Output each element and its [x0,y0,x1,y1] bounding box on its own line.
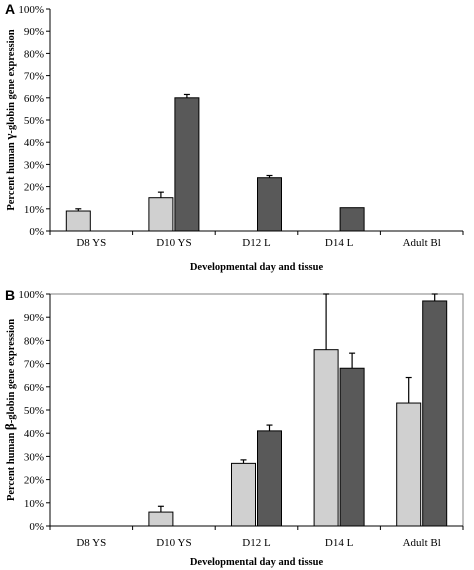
panel-label: A [5,1,15,17]
y-tick-label: 20% [24,475,44,487]
x-tick-label: D8 YS [76,537,106,549]
y-tick-label: 30% [24,451,44,463]
y-tick-label: 100% [18,4,44,16]
bar [339,367,365,527]
y-axis-title: Percent human γ-globin gene expression [2,29,17,210]
y-axis-title: Percent human β-globin gene expression [2,319,17,501]
x-tick-label: D10 YS [156,237,191,249]
y-tick-label: 70% [24,359,44,371]
bar [313,349,339,527]
y-tick-label: 90% [24,312,44,324]
y-axis-title-part: β [2,423,17,430]
x-tick-label: D10 YS [156,537,191,549]
bar [148,197,174,232]
bar [148,511,174,527]
y-tick-label: 80% [24,335,44,347]
y-tick-label: 30% [24,159,44,171]
y-tick-label: 60% [24,382,44,394]
y-axis-title-part: -globin gene expression [6,29,17,133]
y-tick-label: 70% [24,71,44,83]
x-axis-title: Developmental day and tissue [190,262,324,273]
bar [231,462,256,527]
x-axis-title: Developmental day and tissue [190,557,324,568]
y-tick-label: 100% [18,289,44,301]
y-tick-label: 40% [24,137,44,149]
y-tick-label: 0% [29,226,44,238]
chart-panel-b: B 0% 10% 20% 30% 40% 50% 60% 70% 80% 90% 100% D8 YS D… [2,287,464,568]
bar [257,430,282,527]
x-tick-label: Adult Bl [403,537,441,549]
y-tick-label: 20% [24,182,44,194]
y-tick-label: 10% [24,204,44,216]
bar [339,207,365,232]
x-tick-label: D8 YS [76,237,106,249]
plot-area [49,293,464,527]
y-tick-label: 50% [24,405,44,417]
y-axis-title-part: γ [2,134,17,141]
x-tick-label: D12 L [242,537,271,549]
y-tick-label: 40% [24,428,44,440]
y-tick-label: 10% [24,498,44,510]
x-tick-label: D14 L [325,237,354,249]
x-tick-label: Adult Bl [403,237,441,249]
bar [174,97,200,232]
y-axis-title-part: Percent human [6,430,17,501]
chart-panel-a: A 0% 10% 20% 30% 40% 50% 60% 70% 80% 90% 100% D8 YS D… [2,1,464,273]
bar [65,210,91,232]
y-tick-label: 80% [24,48,44,60]
x-tick-label: D14 L [325,537,354,549]
y-axis-title-part: -globin gene expression [6,319,17,423]
y-tick-label: 0% [29,521,44,533]
y-axis-title-part: Percent human [6,140,17,211]
bar [422,300,448,527]
x-tick-label: D12 L [242,237,271,249]
bar [257,177,282,232]
panel-label: B [5,287,15,303]
y-tick-label: 50% [24,115,44,127]
bar [396,402,422,527]
y-tick-label: 90% [24,26,44,38]
y-tick-label: 60% [24,93,44,105]
